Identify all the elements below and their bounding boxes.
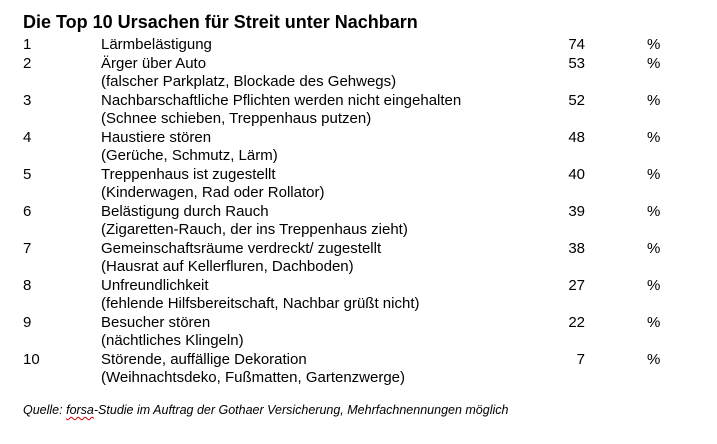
ranking-table: 1 Lärmbelästigung 74% 2 Ärger über Auto 53% (f…: [23, 36, 703, 388]
row-detail-line: (Zigaretten-Rauch, der ins Treppenhaus z…: [23, 221, 703, 240]
table-row: 10 Störende, auffällige Dekoration 7% (Weih…: [23, 351, 703, 388]
cause-detail: (nächtliches Klingeln): [101, 332, 244, 349]
cause-label: Besucher stören: [101, 313, 211, 331]
percentage-value: 74: [568, 36, 585, 53]
row-main-line: 4 Haustiere stören 48%: [23, 129, 703, 148]
row-detail-line: (Weihnachtsdeko, Fußmatten, Gartenzwerge…: [23, 369, 703, 388]
percent-sign: %: [647, 91, 661, 109]
percent-sign: %: [647, 276, 661, 294]
row-detail-line: (Kinderwagen, Rad oder Rollator): [23, 184, 703, 203]
percentage-value: 7: [576, 350, 585, 368]
source-rest: -Studie im Auftrag der Gothaer Versicher…: [93, 403, 509, 417]
row-detail-line: (fehlende Hilfsbereitschaft, Nachbar grü…: [23, 295, 703, 314]
table-row: 4 Haustiere stören 48% (Gerüche, Schmutz, L…: [23, 129, 703, 166]
cause-label: Unfreundlichkeit: [101, 276, 209, 294]
cause-detail: (fehlende Hilfsbereitschaft, Nachbar grü…: [101, 295, 420, 312]
cause-detail: (Schnee schieben, Treppenhaus putzen): [101, 110, 372, 127]
row-detail-line: (Hausrat auf Kellerfluren, Dachboden): [23, 258, 703, 277]
percent-sign: %: [647, 313, 661, 331]
table-row: 9 Besucher stören 22% (nächtliches Klingeln…: [23, 314, 703, 351]
cause-detail: (Weihnachtsdeko, Fußmatten, Gartenzwerge…: [101, 369, 406, 386]
cause-detail: (Gerüche, Schmutz, Lärm): [101, 147, 278, 164]
percentage-value: 40: [568, 165, 585, 183]
percentage-value: 48: [568, 128, 585, 146]
row-main-line: 10 Störende, auffällige Dekoration 7%: [23, 351, 703, 370]
rank-number: 1: [23, 36, 32, 53]
source-brand: forsa: [66, 403, 94, 417]
cause-label: Treppenhaus ist zugestellt: [101, 165, 276, 183]
cause-detail: (Zigaretten-Rauch, der ins Treppenhaus z…: [101, 221, 408, 238]
percent-sign: %: [647, 165, 661, 183]
cause-label: Lärmbelästigung: [101, 36, 212, 53]
table-row: 2 Ärger über Auto 53% (falscher Parkplatz, …: [23, 55, 703, 92]
table-row: 7 Gemeinschaftsräume verdreckt/ zugestell…: [23, 240, 703, 277]
row-main-line: 1 Lärmbelästigung 74%: [23, 36, 703, 55]
row-main-line: 9 Besucher stören 22%: [23, 314, 703, 333]
table-row: 5 Treppenhaus ist zugestellt 40% (Kinderwag…: [23, 166, 703, 203]
percent-sign: %: [647, 202, 661, 220]
table-row: 6 Belästigung durch Rauch 39% (Zigaretten-R…: [23, 203, 703, 240]
rank-number: 3: [23, 91, 32, 109]
cause-label: Gemeinschaftsräume verdreckt/ zugestellt: [101, 239, 382, 257]
percentage-value: 39: [568, 202, 585, 220]
percentage-value: 27: [568, 276, 585, 294]
percent-sign: %: [647, 350, 661, 368]
rank-number: 10: [23, 350, 40, 368]
percentage-value: 53: [568, 54, 585, 72]
row-main-line: 8 Unfreundlichkeit 27%: [23, 277, 703, 296]
source-prefix: Quelle:: [23, 403, 67, 417]
row-detail-line: (falscher Parkplatz, Blockade des Gehweg…: [23, 73, 703, 92]
row-detail-line: (nächtliches Klingeln): [23, 332, 703, 351]
percent-sign: %: [647, 54, 661, 72]
rank-number: 9: [23, 313, 32, 331]
document-title: Die Top 10 Ursachen für Streit unter Nac…: [23, 12, 418, 32]
row-main-line: 6 Belästigung durch Rauch 39%: [23, 203, 703, 222]
cause-label: Störende, auffällige Dekoration: [101, 350, 307, 368]
row-main-line: 3 Nachbarschaftliche Pflichten werden nic…: [23, 92, 703, 111]
rank-number: 6: [23, 202, 32, 220]
cause-label: Haustiere stören: [101, 128, 212, 146]
cause-label: Belästigung durch Rauch: [101, 202, 269, 220]
table-row: 8 Unfreundlichkeit 27% (fehlende Hilfsberei…: [23, 277, 703, 314]
rank-number: 8: [23, 276, 32, 294]
cause-detail: (falscher Parkplatz, Blockade des Gehweg…: [101, 73, 397, 90]
percent-sign: %: [647, 36, 661, 53]
rank-number: 2: [23, 54, 32, 72]
table-row: 1 Lärmbelästigung 74%: [23, 36, 703, 55]
percentage-value: 38: [568, 239, 585, 257]
rank-number: 5: [23, 165, 32, 183]
percentage-value: 52: [568, 91, 585, 109]
cause-detail: (Kinderwagen, Rad oder Rollator): [101, 184, 325, 201]
percent-sign: %: [647, 239, 661, 257]
percentage-value: 22: [568, 313, 585, 331]
cause-label: Nachbarschaftliche Pflichten werden nich…: [101, 91, 462, 109]
row-main-line: 2 Ärger über Auto 53%: [23, 55, 703, 74]
table-row: 3 Nachbarschaftliche Pflichten werden nic…: [23, 92, 703, 129]
row-detail-line: (Gerüche, Schmutz, Lärm): [23, 147, 703, 166]
row-main-line: 5 Treppenhaus ist zugestellt 40%: [23, 166, 703, 185]
cause-label: Ärger über Auto: [101, 54, 207, 72]
cause-detail: (Hausrat auf Kellerfluren, Dachboden): [101, 258, 354, 275]
source-note: Quelle: forsa-Studie im Auftrag der Goth…: [23, 403, 508, 417]
percent-sign: %: [647, 128, 661, 146]
row-main-line: 7 Gemeinschaftsräume verdreckt/ zugestell…: [23, 240, 703, 259]
rank-number: 7: [23, 239, 32, 257]
rank-number: 4: [23, 128, 32, 146]
row-detail-line: (Schnee schieben, Treppenhaus putzen): [23, 110, 703, 129]
